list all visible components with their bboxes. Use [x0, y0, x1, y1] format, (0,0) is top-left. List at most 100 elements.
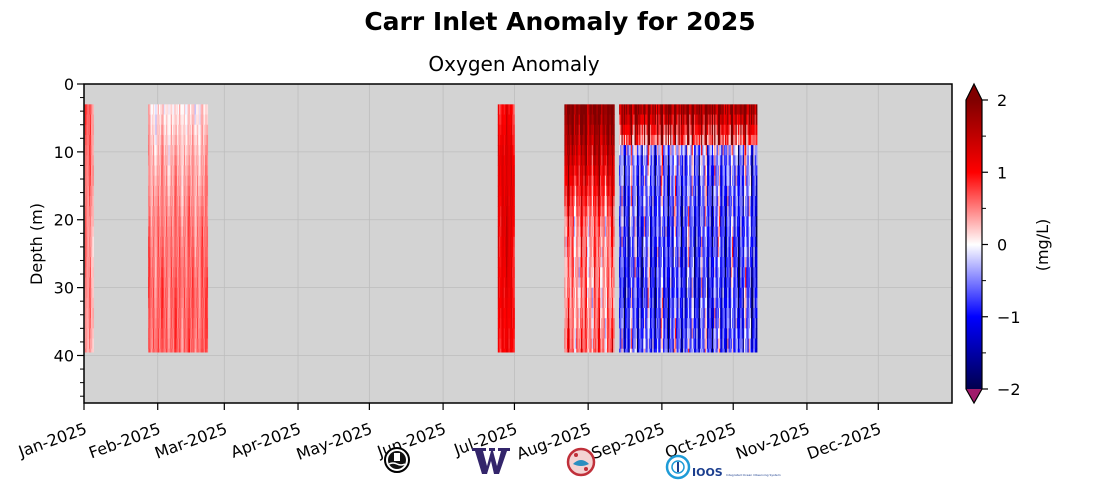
heatmap-cell: [513, 267, 515, 278]
heatmap-cell: [206, 155, 208, 166]
heatmap-cell: [206, 176, 208, 187]
heatmap-cell: [613, 277, 615, 288]
heatmap-cell: [613, 339, 615, 350]
heatmap-cell: [613, 308, 615, 319]
heatmap-cell: [206, 125, 208, 136]
chart-subtitle: Oxygen Anomaly: [428, 52, 599, 76]
heatmap-cell: [613, 298, 615, 309]
heatmap-cell: [513, 308, 515, 319]
heatmap-cell: [206, 206, 208, 217]
heatmap-cell: [206, 104, 208, 115]
heatmap-cell: [206, 196, 208, 207]
heatmap-cell: [613, 328, 615, 339]
heatmap-cell: [613, 165, 615, 176]
heatmap-cell: [206, 267, 208, 278]
heatmap-cell: [92, 145, 94, 156]
heatmap-cell: [613, 145, 615, 156]
heatmap-cell: [206, 247, 208, 258]
heatmap-cell: [92, 257, 94, 268]
heatmap-cell: [206, 186, 208, 197]
heatmap-cell: [92, 227, 94, 238]
heatmap-cell: [206, 135, 208, 146]
chart-title: Carr Inlet Anomaly for 2025: [364, 7, 755, 36]
heatmap-cell: [513, 349, 515, 353]
heatmap-cell: [513, 247, 515, 258]
heatmap-cell: [92, 196, 94, 207]
heatmap-cell: [92, 186, 94, 197]
heatmap-cell: [613, 206, 615, 217]
heatmap-cell: [92, 308, 94, 319]
heatmap-cell: [206, 328, 208, 339]
heatmap-cell: [613, 196, 615, 207]
heatmap-cell: [206, 298, 208, 309]
heatmap-cell: [513, 288, 515, 299]
heatmap-cell: [513, 227, 515, 238]
heatmap-cell: [92, 298, 94, 309]
heatmap-cell: [92, 155, 94, 166]
heatmap-cell: [513, 318, 515, 329]
heatmap-cell: [513, 216, 515, 227]
heatmap-cell: [513, 298, 515, 309]
heatmap-cell: [206, 308, 208, 319]
heatmap-cell: [92, 206, 94, 217]
heatmap-cell: [613, 155, 615, 166]
heatmap-cell: [206, 349, 208, 353]
heatmap-cell: [513, 186, 515, 197]
heatmap-cell: [513, 104, 515, 115]
heatmap-cell: [92, 216, 94, 227]
heatmap-cell: [206, 165, 208, 176]
heatmap-cell: [206, 237, 208, 248]
heatmap-cell: [513, 176, 515, 187]
heatmap-cell: [613, 288, 615, 299]
heatmap-cell: [92, 104, 94, 115]
heatmap-cell: [613, 104, 615, 115]
heatmap-cell: [206, 216, 208, 227]
heatmap-cell: [613, 135, 615, 146]
heatmap-cell: [92, 115, 94, 126]
heatmap-cell: [613, 176, 615, 187]
heatmap-cell: [206, 257, 208, 268]
heatmap-cell: [613, 216, 615, 227]
heatmap-cell: [613, 125, 615, 136]
heatmap-cell: [513, 115, 515, 126]
heatmap-cell: [206, 339, 208, 350]
heatmap-cell: [206, 288, 208, 299]
heatmap-cell: [92, 339, 94, 350]
heatmap-cell: [92, 247, 94, 258]
heatmap-cell: [613, 257, 615, 268]
heatmap-cell: [92, 125, 94, 136]
heatmap-cell: [92, 318, 94, 329]
heatmap-cell: [613, 227, 615, 238]
heatmap-cell: [513, 165, 515, 176]
heatmap-cell: [613, 318, 615, 329]
heatmap-cell: [513, 145, 515, 156]
heatmap-cell: [92, 267, 94, 278]
heatmap-cell: [613, 237, 615, 248]
heatmap-cell: [206, 227, 208, 238]
heatmap-cell: [613, 247, 615, 258]
heatmap-cell: [613, 267, 615, 278]
heatmap-cell: [92, 165, 94, 176]
heatmap-cell: [513, 277, 515, 288]
heatmap-cell: [92, 328, 94, 339]
heatmap-cell: [513, 328, 515, 339]
heatmap-cell: [92, 176, 94, 187]
heatmap-cell: [513, 257, 515, 268]
heatmap-cell: [513, 155, 515, 166]
heatmap-cell: [206, 115, 208, 126]
heatmap-cell: [513, 206, 515, 217]
heatmap-cell: [206, 145, 208, 156]
heatmap-cell: [206, 318, 208, 329]
heatmap-cell: [513, 339, 515, 350]
heatmap-cell: [92, 237, 94, 248]
heatmap-cell: [613, 186, 615, 197]
heatmap-cell: [613, 349, 615, 353]
heatmap-cell: [92, 277, 94, 288]
heatmap-cell: [513, 237, 515, 248]
heatmap-cell: [613, 115, 615, 126]
heatmap-cell: [513, 125, 515, 136]
heatmap-cell: [92, 349, 94, 353]
heatmap-cell: [206, 277, 208, 288]
heatmap-cell: [92, 288, 94, 299]
